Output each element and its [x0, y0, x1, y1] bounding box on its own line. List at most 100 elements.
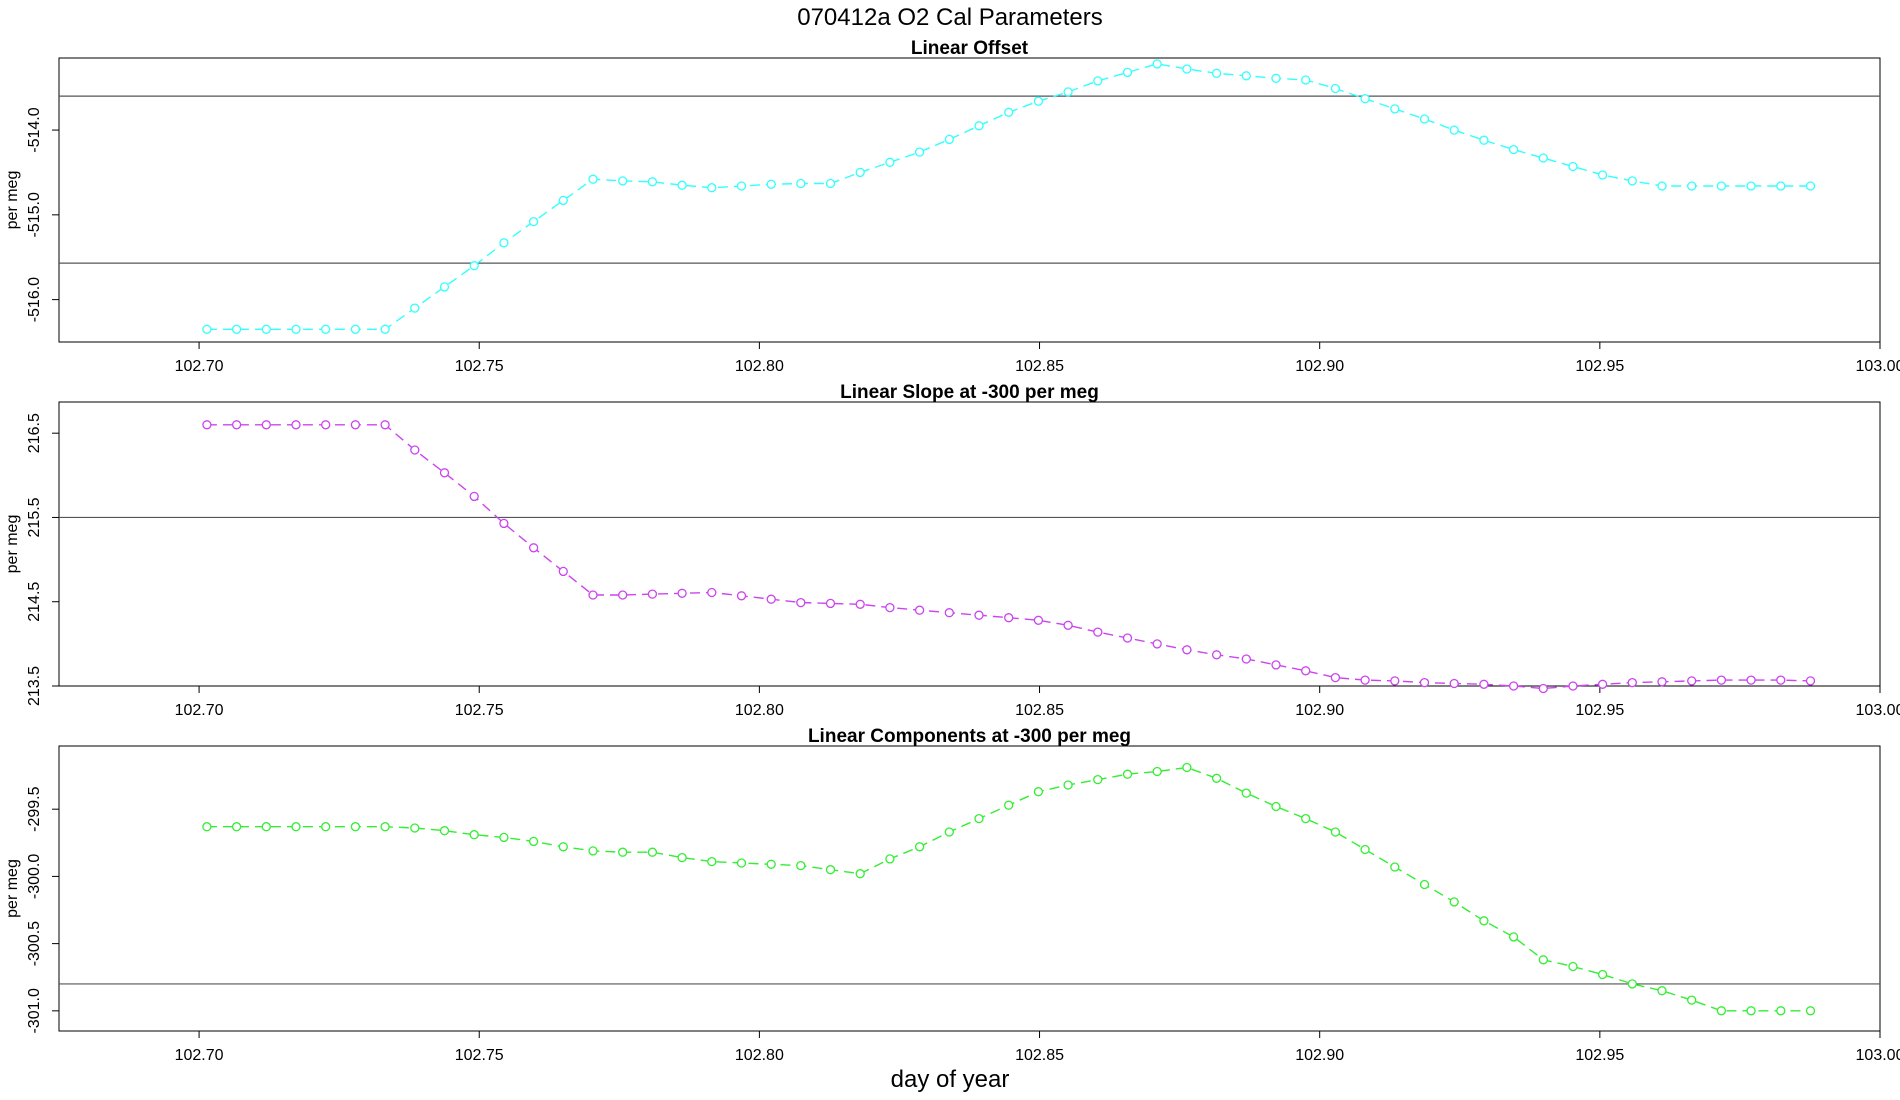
x-tick-label: 102.80	[735, 702, 784, 719]
data-point	[1597, 679, 1608, 689]
data-point	[1301, 666, 1311, 676]
data-point	[499, 518, 509, 529]
data-point	[1004, 613, 1014, 623]
x-tick-label: 103.00	[1856, 358, 1900, 375]
data-point	[944, 134, 954, 145]
data-point	[618, 847, 628, 857]
x-tick-label: 102.70	[175, 358, 224, 375]
x-tick-label: 102.90	[1295, 358, 1344, 375]
data-point	[766, 179, 776, 189]
data-point	[1568, 681, 1578, 691]
data-point	[796, 178, 806, 189]
data-point	[202, 822, 212, 832]
data-point	[1360, 94, 1370, 104]
y-tick-label: 216.5	[26, 413, 43, 453]
data-point	[588, 174, 598, 184]
data-point	[439, 282, 450, 292]
data-point	[825, 865, 836, 875]
chart-panels: Linear Offset 102.70 102.75 102.80 102.85 102…	[4, 38, 1900, 1064]
data-point	[1330, 83, 1341, 94]
data-point	[647, 847, 658, 857]
data-point	[1805, 181, 1816, 191]
y-tick-label: -299.5	[26, 786, 43, 831]
data-point	[1182, 762, 1192, 773]
data-point	[1004, 800, 1014, 810]
panel-2: Linear Slope at -300 per meg 102.70 102.75…	[4, 382, 1900, 719]
data-point	[1330, 827, 1341, 837]
data-point	[1449, 678, 1459, 689]
data-point	[1449, 897, 1459, 907]
data-point	[1746, 1006, 1756, 1016]
data-point	[1805, 1006, 1816, 1016]
data-point	[1568, 161, 1578, 172]
data-point	[1360, 675, 1370, 685]
data-point	[707, 587, 717, 598]
data-point	[380, 420, 390, 430]
data-point	[321, 324, 331, 334]
x-tick-label: 102.70	[175, 702, 224, 719]
data-point	[1508, 144, 1519, 155]
data-point	[855, 167, 865, 178]
y-tick-label: 213.5	[26, 666, 43, 706]
data-point	[1568, 961, 1578, 972]
data-point	[766, 594, 776, 604]
data-point	[855, 599, 865, 609]
data-point	[796, 860, 806, 871]
data-point	[588, 846, 598, 856]
data-point	[202, 420, 212, 430]
data-point	[1152, 59, 1162, 69]
data-point	[380, 822, 390, 832]
data-point	[350, 822, 361, 832]
data-point	[202, 324, 212, 334]
data-point	[1152, 639, 1162, 649]
figure-title: 070412a O2 Cal Parameters	[797, 4, 1103, 31]
data-point	[1390, 676, 1400, 686]
data-point	[1538, 153, 1548, 163]
data-point	[1687, 676, 1697, 686]
data-point	[1004, 107, 1014, 117]
y-axis-label: per meg	[4, 859, 21, 918]
x-tick-label: 102.70	[175, 1047, 224, 1064]
x-tick-label: 103.00	[1856, 702, 1900, 719]
data-point	[1330, 672, 1341, 683]
data-point	[1063, 780, 1073, 790]
panel-3: Linear Components at -300 per meg 102.70 1…	[4, 726, 1900, 1064]
y-tick-label: -300.5	[26, 921, 43, 966]
data-point	[231, 822, 242, 832]
data-point	[766, 859, 776, 869]
data-point	[1449, 125, 1459, 135]
data-point	[736, 591, 747, 601]
data-point	[1241, 654, 1251, 664]
x-tick-label: 102.85	[1015, 1047, 1064, 1064]
data-point	[707, 183, 717, 193]
data-point	[469, 830, 479, 840]
data-point	[1033, 96, 1044, 106]
data-point	[261, 822, 271, 832]
data-point	[1271, 73, 1281, 83]
data-point	[1271, 660, 1281, 670]
data-point	[528, 216, 539, 227]
data-point	[1241, 71, 1251, 81]
data-point	[1597, 170, 1608, 180]
x-tick-label: 102.95	[1575, 702, 1624, 719]
data-point	[558, 566, 568, 577]
data-point	[1182, 645, 1192, 655]
data-point	[1805, 676, 1816, 686]
data-point	[1479, 135, 1489, 145]
x-tick-label: 102.75	[455, 1047, 504, 1064]
data-point	[914, 842, 925, 852]
data-point	[1122, 633, 1133, 643]
data-point	[1033, 615, 1044, 625]
data-point	[350, 420, 361, 430]
data-point	[1271, 801, 1281, 812]
data-point	[1657, 677, 1667, 687]
data-point	[1627, 176, 1637, 186]
data-point	[1211, 68, 1222, 78]
data-point	[1746, 181, 1756, 191]
y-tick-label: -300.0	[26, 854, 43, 899]
plot-frame	[58, 401, 1881, 687]
data-point	[261, 324, 271, 334]
data-point	[231, 324, 242, 334]
data-point	[1627, 677, 1637, 688]
data-point	[439, 468, 450, 478]
